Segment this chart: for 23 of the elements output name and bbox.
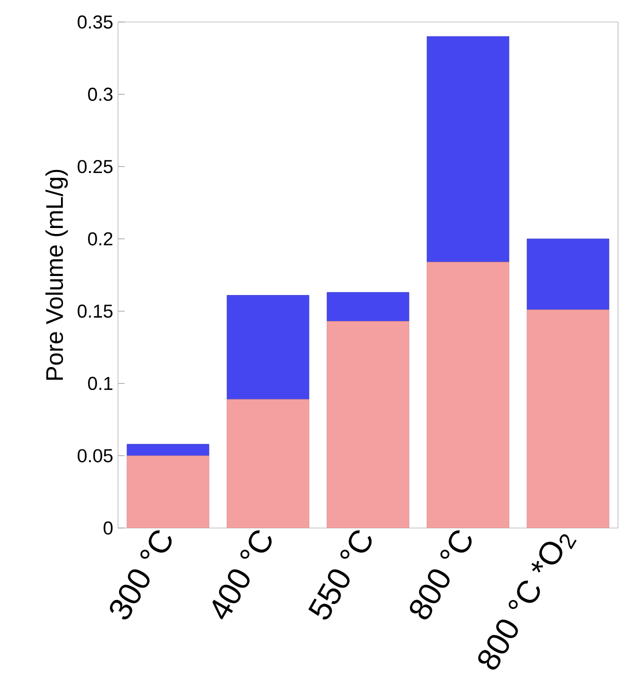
x-tick-label: 550 °C <box>308 530 372 620</box>
y-tick-label: 0.1 <box>88 376 112 390</box>
bar <box>126 456 210 528</box>
y-tick-label: 0.3 <box>88 88 112 101</box>
bar <box>226 295 310 400</box>
y-axis-title: Pore Volume (mL/g) <box>45 170 68 380</box>
bar <box>426 36 510 262</box>
bar <box>526 309 610 528</box>
bar <box>326 292 410 322</box>
y-tick-label: 0.2 <box>88 232 112 246</box>
x-tick-label: 800 °C *O$_{2}$ <box>478 534 577 670</box>
bar <box>126 444 210 456</box>
bar <box>226 399 310 528</box>
bar <box>326 321 410 528</box>
y-tick-label: 0 <box>104 521 113 535</box>
bar <box>426 262 510 528</box>
y-tick-label: 0.35 <box>78 15 112 29</box>
x-tick-label: 800 °C <box>410 530 472 620</box>
y-tick-label: 0.05 <box>78 449 112 462</box>
x-tick-label: 400 °C <box>212 530 272 620</box>
y-tick-label: 0.15 <box>78 304 112 318</box>
bar <box>526 238 610 310</box>
y-tick-label: 0.25 <box>78 160 112 174</box>
